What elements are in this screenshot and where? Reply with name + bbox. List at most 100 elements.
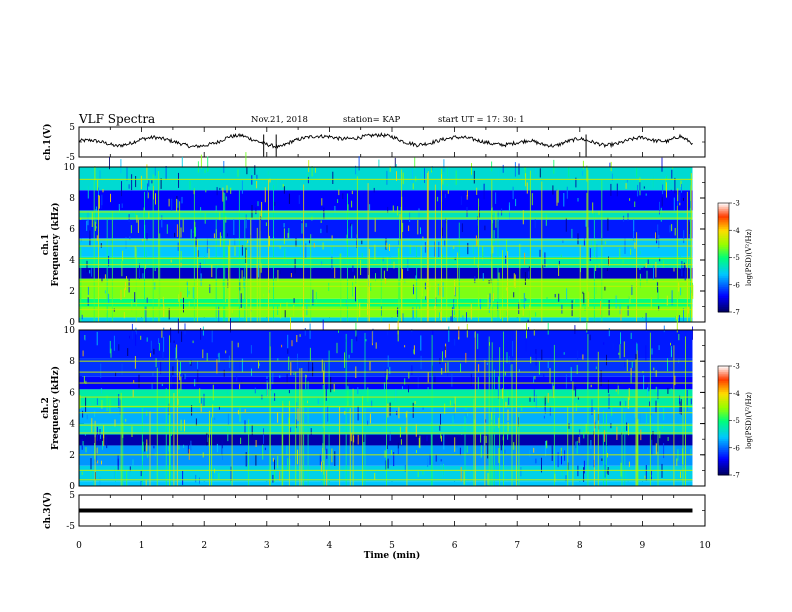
spectral-texture [286,302,288,310]
spectral-texture [352,281,354,297]
spectral-texture [211,264,213,278]
colorbar-swatch [718,222,729,226]
sferic-line [621,400,623,486]
spectral-texture [183,444,185,448]
spectral-texture [657,387,659,400]
spectral-band [79,267,693,279]
spectral-texture [414,401,416,405]
spectral-texture [526,182,528,194]
spectral-texture [505,255,507,264]
narrowband-line [79,245,693,247]
y-tick-label: -5 [66,153,75,163]
ch3-voltage-frame [78,494,706,527]
narrowband-line [79,211,693,213]
spectrogram-frame [78,166,706,323]
spectral-texture [680,471,681,479]
narrowband-line [79,285,693,287]
spectral-texture [260,263,262,273]
spectral-texture [245,152,247,168]
spectral-texture [507,409,509,421]
sferic-line [299,368,301,486]
sferic-line [106,216,108,322]
colorbar-swatch [718,281,729,284]
spectral-texture [85,380,87,384]
x-tick-label: 10 [699,541,711,551]
spectral-texture [524,166,526,177]
spectral-texture [163,304,165,318]
colorbar-swatch [718,456,729,460]
spectral-texture [207,166,209,172]
spectral-texture [307,173,309,180]
spectrogram-image [79,152,694,322]
spectral-texture [275,277,277,282]
colorbar-swatch [718,310,729,313]
spectral-texture [463,471,465,485]
spectral-texture [640,429,642,441]
spectral-texture [132,389,134,398]
spectral-texture [557,452,559,468]
spectral-texture [512,186,514,200]
spectral-texture [404,345,406,348]
spectral-texture [582,171,583,176]
y-tick-label: 2 [69,287,75,297]
sferic-line [328,350,330,486]
spectral-texture [443,463,444,476]
spectral-texture [636,449,638,452]
colorbar-swatch [718,436,729,440]
spectral-texture [221,440,223,456]
colorbar-swatch [718,435,729,438]
spectral-texture [624,359,626,368]
spectral-texture [502,164,504,173]
spectral-texture [608,394,610,410]
spectral-texture [305,243,307,258]
spectral-texture [177,398,179,405]
spectral-texture [230,466,232,481]
colorbar-swatch [718,402,729,405]
spectral-texture [87,297,89,306]
sferic-line [636,350,638,486]
spectral-texture [590,240,592,249]
sferic-line [430,422,432,486]
spectral-texture [627,213,629,222]
spectral-texture [492,245,494,254]
spectral-texture [471,163,472,175]
spectral-texture [195,236,197,247]
spectral-texture [174,232,176,238]
colorbar-swatch [718,293,729,297]
spectral-texture [114,419,116,427]
sferic-line [301,368,303,486]
spectral-texture [655,261,657,278]
spectral-texture [297,449,298,465]
spectral-band [79,317,693,322]
spectral-texture [683,308,684,322]
y-tick-label: 10 [64,163,76,173]
spectral-texture [576,440,578,454]
spectral-texture [92,470,94,486]
spectral-texture [601,458,603,461]
spectral-texture [432,330,434,336]
spectral-texture [514,162,516,177]
spectral-texture [138,374,140,388]
spectral-texture [122,250,124,261]
colorbar-swatch [718,415,729,418]
spectral-texture [620,399,622,405]
spectral-texture [180,361,181,374]
spectral-texture [298,195,300,204]
colorbar-swatch [718,204,729,208]
sferic-line [657,402,659,486]
spectral-texture [237,282,239,288]
sferic-line [256,227,258,322]
spectral-texture [288,356,290,371]
spectral-texture [498,272,500,280]
narrowband-line [79,302,693,304]
spectral-texture [530,356,532,364]
spectral-texture [299,334,301,337]
spectral-texture [529,397,531,402]
spectral-texture [194,468,196,477]
spectral-texture [153,445,155,449]
spectral-texture [250,345,252,354]
spectral-texture [604,464,606,478]
spectral-texture [350,223,352,227]
spectral-texture [114,468,116,479]
spectral-texture [95,446,97,462]
